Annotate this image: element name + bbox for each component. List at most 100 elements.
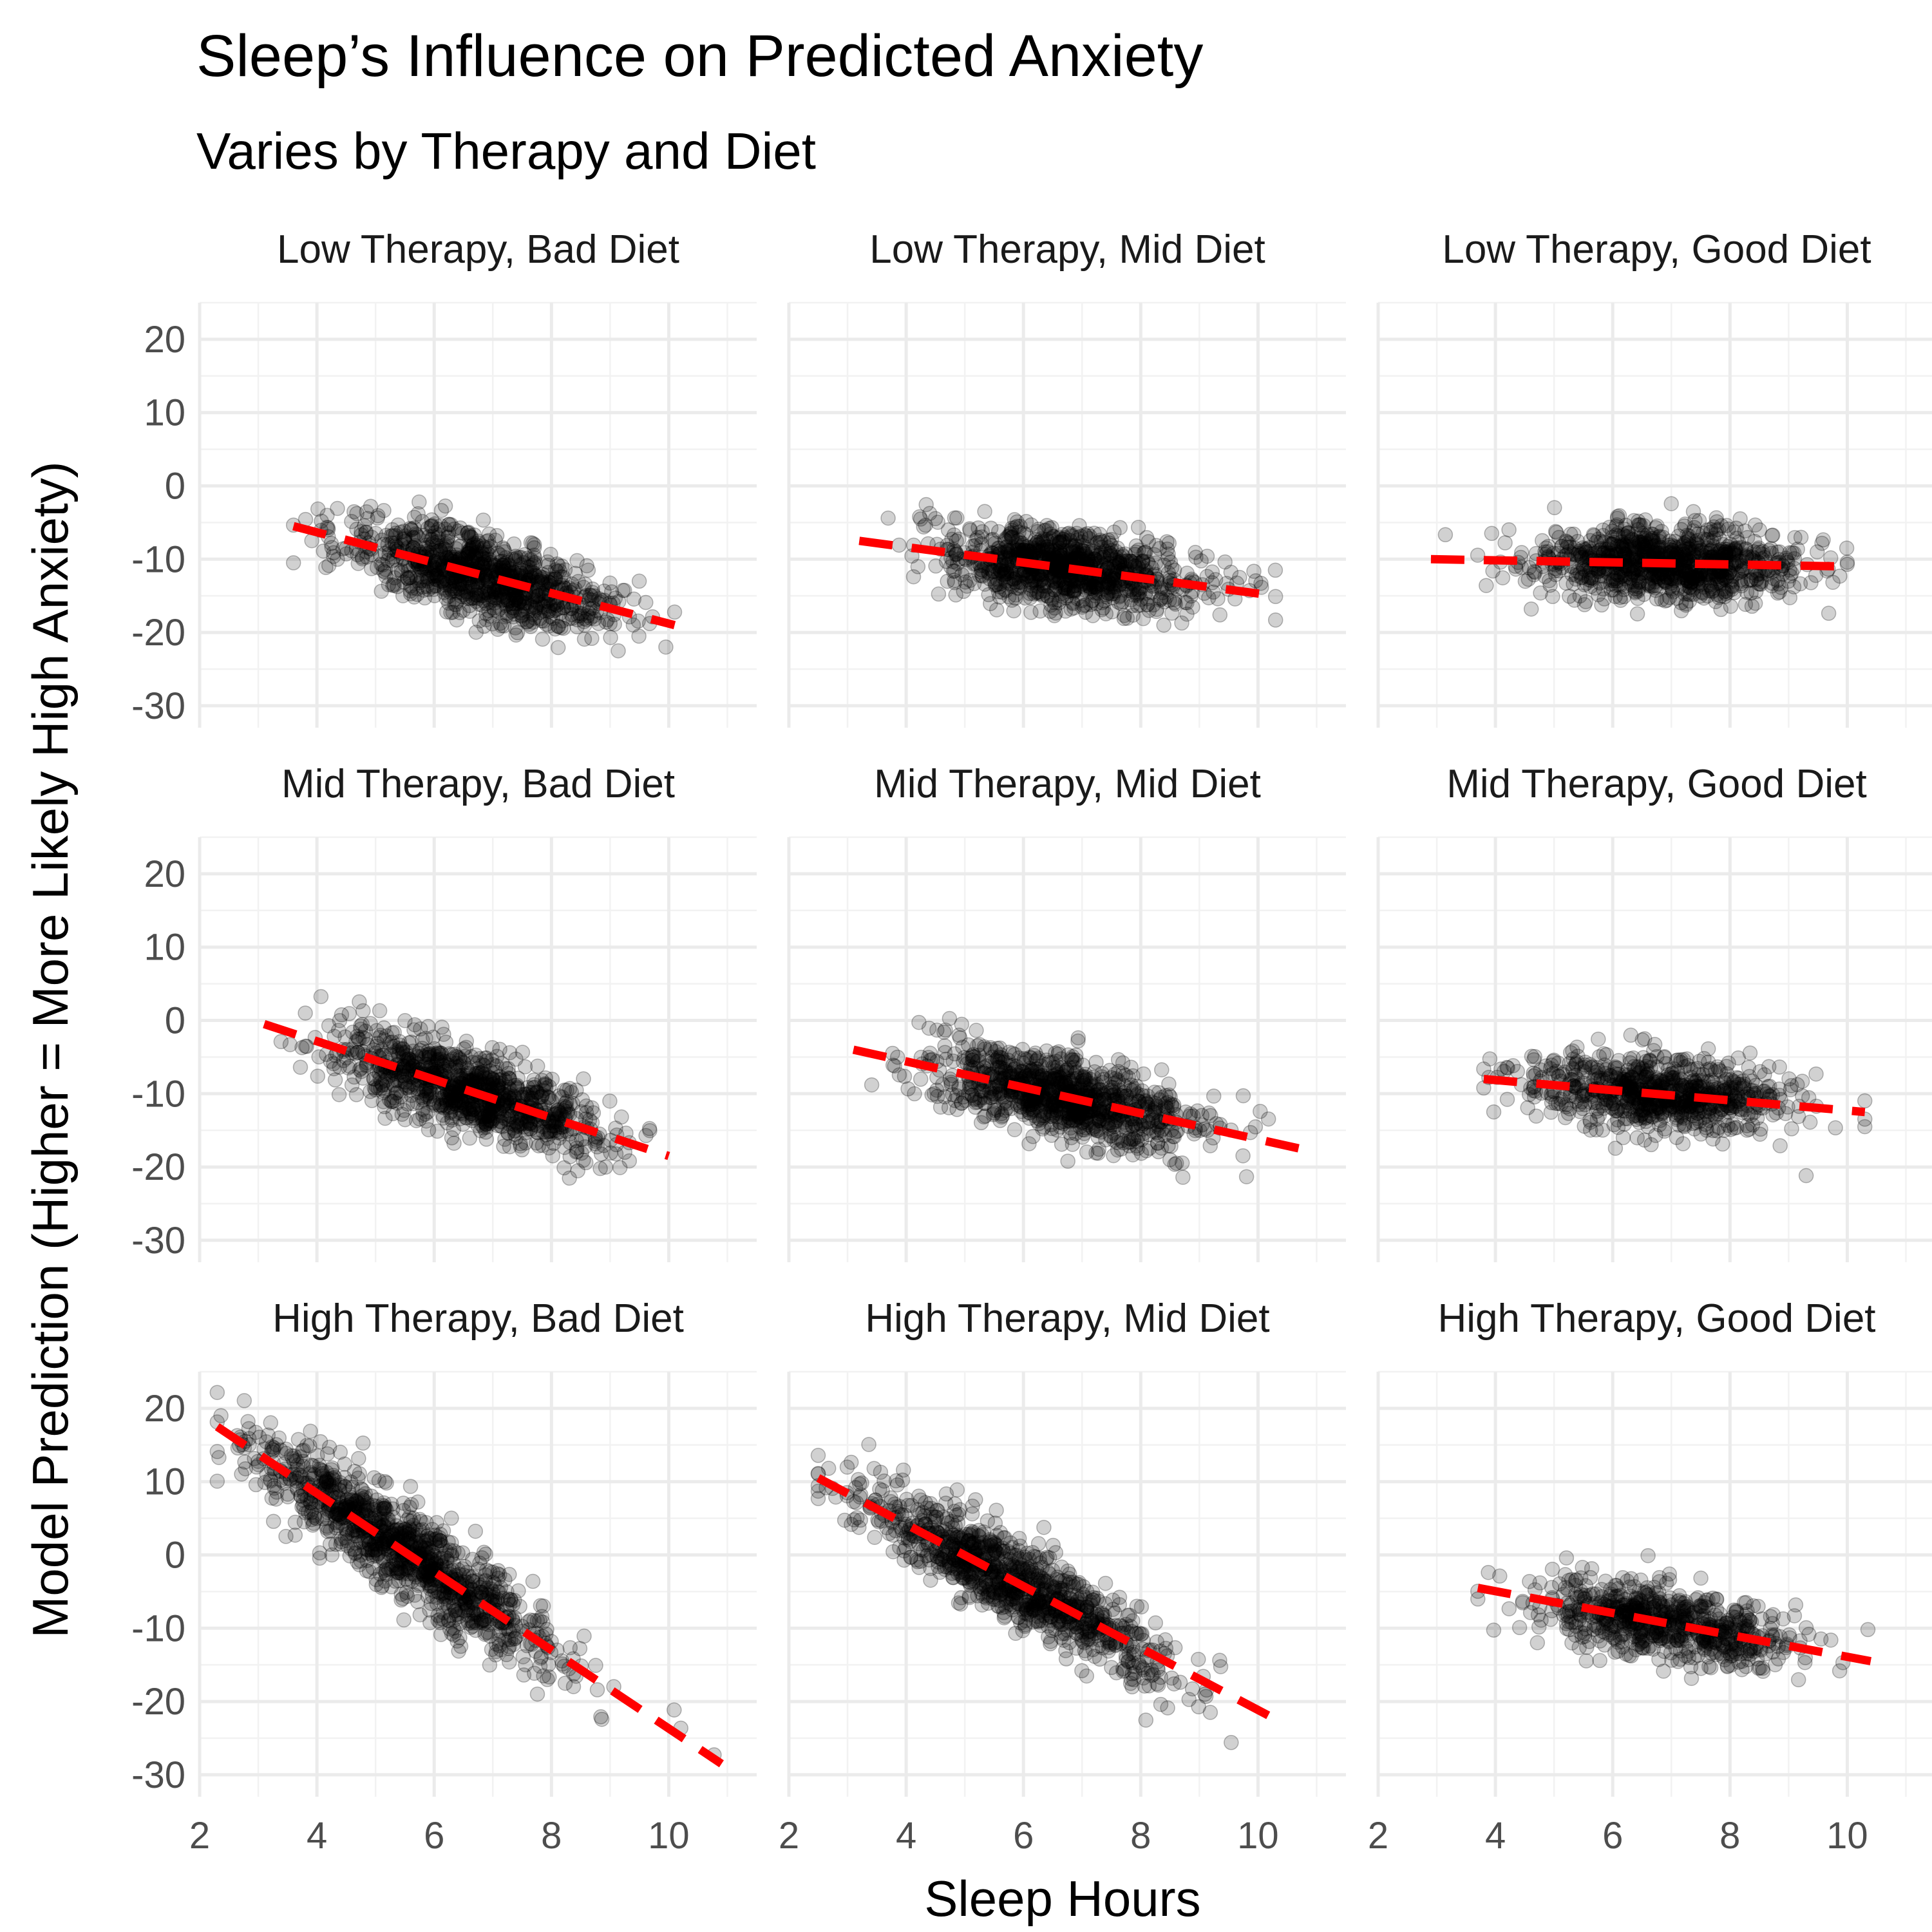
data-point [468,590,484,605]
data-point [542,598,558,614]
data-point [386,570,402,585]
data-point [453,589,469,604]
data-point [569,553,585,569]
data-point [956,583,971,600]
data-point [515,608,530,624]
data-point [1571,544,1587,559]
data-point [1139,597,1155,612]
data-point [1159,534,1175,549]
data-point [1594,540,1610,556]
data-point [550,639,566,656]
data-point [480,558,496,574]
data-point [1086,551,1102,567]
data-point [1125,1147,1141,1162]
data-point [611,643,626,659]
data-point [1137,544,1153,560]
data-point [355,1070,371,1086]
data-point [310,1068,326,1084]
data-point [592,1160,608,1177]
data-point [406,520,422,536]
data-point [1559,534,1575,550]
data-point [985,531,1001,547]
data-point [535,631,551,647]
y-tick-label: -20 [131,612,185,654]
data-point [285,555,301,571]
data-point [326,545,341,561]
data-point [526,547,542,563]
data-point [314,513,329,529]
data-point [977,504,992,519]
data-point [1687,520,1702,535]
facet-strip-label: Low Therapy, Mid Diet [869,227,1265,272]
data-point [500,593,516,609]
data-point [551,1104,567,1120]
data-point [1238,1169,1255,1184]
data-point [574,1132,589,1147]
data-point [394,565,410,581]
data-point [450,585,466,600]
data-point [607,616,622,632]
data-point [460,545,475,562]
data-point [1517,573,1533,589]
data-point [615,583,631,598]
y-tick-label: 0 [165,465,185,507]
data-point [1070,547,1086,563]
data-point [502,1090,518,1106]
facet-strip-label: Low Therapy, Good Diet [1442,227,1871,272]
data-point [524,558,540,574]
data-point [1501,522,1517,538]
data-point [1484,526,1500,542]
data-point [513,605,529,621]
data-point [461,545,477,562]
data-point [469,587,485,603]
data-point [501,1065,516,1081]
data-point [1030,521,1046,537]
data-point [520,603,536,620]
data-point [437,537,453,553]
data-point [554,613,571,629]
data-point [961,521,978,536]
data-point [493,587,508,602]
data-point [1267,612,1283,628]
data-point [1156,617,1171,633]
data-point [310,501,326,517]
data-point [1523,601,1539,617]
data-point [1139,529,1155,545]
data-point [439,550,455,566]
data-point [464,553,480,569]
data-point [412,494,427,510]
data-point [1267,562,1283,578]
data-point [1070,1030,1086,1046]
data-point [438,1092,453,1108]
data-point [602,1093,618,1109]
data-point [1667,540,1683,556]
data-point [292,1059,308,1075]
data-point [1566,576,1581,592]
data-point [1713,576,1728,592]
data-point [913,1072,929,1087]
data-point [1060,1153,1075,1169]
data-point [348,1087,365,1103]
data-point [523,535,539,551]
data-point [580,562,596,578]
data-point [1692,566,1708,582]
data-point [517,1059,533,1075]
data-point [1548,524,1564,540]
data-point [489,603,506,619]
data-point [344,514,359,529]
data-point [1267,589,1283,605]
data-point [545,1135,562,1151]
data-point [1091,1141,1107,1157]
data-point [330,500,345,516]
data-point [1166,562,1182,578]
data-point [321,558,337,573]
data-point [911,1014,927,1030]
data-point [617,583,632,598]
data-point [1636,518,1652,533]
data-point [1119,611,1135,626]
data-point [530,595,545,611]
data-point [1206,1088,1222,1104]
data-point [1612,589,1628,605]
